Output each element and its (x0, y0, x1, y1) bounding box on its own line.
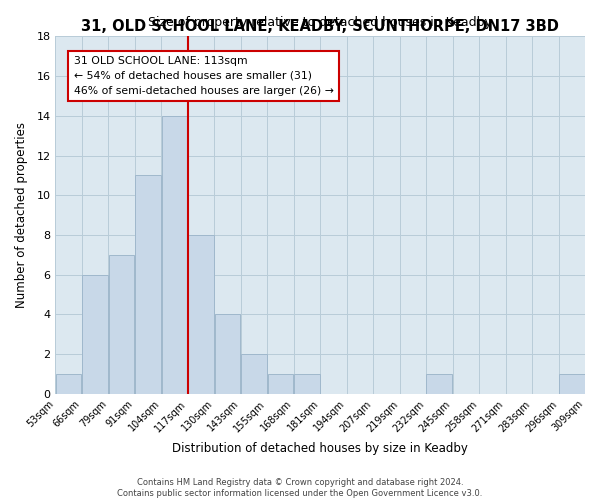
Bar (427, 374, 452, 394)
Bar (268, 374, 293, 394)
Text: Size of property relative to detached houses in Keadby: Size of property relative to detached ho… (148, 16, 492, 28)
Bar (294, 374, 320, 394)
Bar (241, 354, 267, 394)
Bar (82, 275, 108, 394)
Bar (161, 116, 187, 394)
Bar (56, 374, 82, 394)
Bar (135, 176, 161, 394)
Text: Contains HM Land Registry data © Crown copyright and database right 2024.
Contai: Contains HM Land Registry data © Crown c… (118, 478, 482, 498)
X-axis label: Distribution of detached houses by size in Keadby: Distribution of detached houses by size … (172, 442, 468, 455)
Y-axis label: Number of detached properties: Number of detached properties (15, 122, 28, 308)
Bar (559, 374, 584, 394)
Text: 31 OLD SCHOOL LANE: 113sqm
← 54% of detached houses are smaller (31)
46% of semi: 31 OLD SCHOOL LANE: 113sqm ← 54% of deta… (74, 56, 334, 96)
Bar (215, 314, 241, 394)
Bar (109, 255, 134, 394)
Bar (188, 235, 214, 394)
Title: 31, OLD SCHOOL LANE, KEADBY, SCUNTHORPE, DN17 3BD: 31, OLD SCHOOL LANE, KEADBY, SCUNTHORPE,… (81, 19, 559, 34)
